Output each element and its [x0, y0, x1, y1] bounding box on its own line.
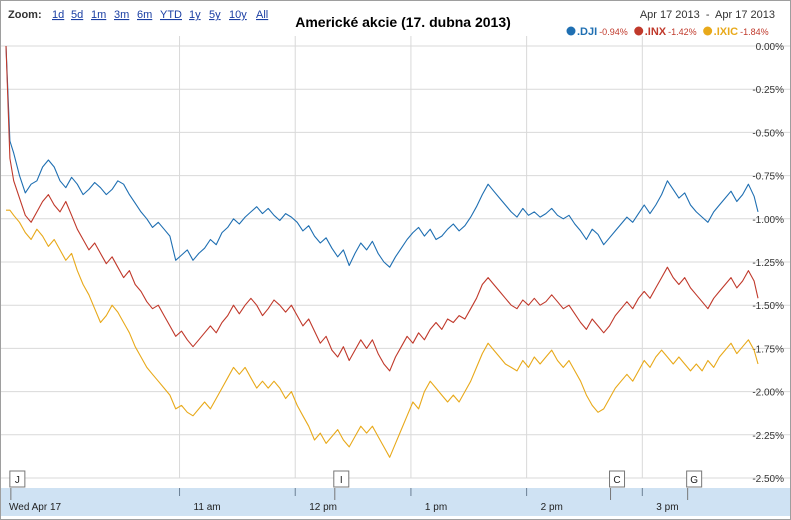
chart-title: Americké akcie (17. dubna 2013)	[295, 14, 511, 30]
zoom-option-5d[interactable]: 5d	[71, 9, 83, 21]
zoom-option-1m[interactable]: 1m	[91, 9, 106, 21]
legend-series-name: .DJI	[577, 26, 597, 38]
x-tick-label: 12 pm	[309, 502, 337, 513]
x-axis-bar	[1, 488, 790, 516]
y-tick-label: -2.50%	[752, 474, 784, 485]
zoom-option-all[interactable]: All	[256, 9, 268, 21]
series-line-inx	[5, 45, 759, 372]
y-axis: 0.00% -0.25% -0.50% -0.75% -1.00% -1.25% -1.50…	[752, 42, 784, 485]
legend-series-name: .INX	[645, 26, 667, 38]
event-flag-c[interactable]: C	[609, 470, 626, 500]
y-tick-label: -1.50%	[752, 301, 784, 312]
zoom-option-1y[interactable]: 1y	[189, 9, 201, 21]
zoom-option-1d[interactable]: 1d	[52, 9, 64, 21]
y-tick-label: -0.50%	[752, 128, 784, 139]
event-flag-j[interactable]: J	[9, 470, 26, 500]
series-line-ixic	[6, 209, 759, 458]
event-flag-label: C	[613, 475, 620, 486]
event-flag-g[interactable]: G	[686, 470, 703, 500]
y-tick-label: 0.00%	[756, 42, 784, 53]
y-tick-label: -0.25%	[752, 85, 784, 96]
event-flag-box	[9, 470, 26, 488]
legend-marker	[634, 26, 644, 36]
date-range: Apr 17 2013 - Apr 17 2013	[640, 9, 775, 21]
legend-item-dji[interactable]: .DJI -0.94%	[566, 26, 628, 38]
event-flag-i[interactable]: I	[333, 470, 350, 500]
y-tick-label: -1.75%	[752, 344, 784, 355]
y-tick-label: -2.25%	[752, 431, 784, 442]
legend-series-change: -1.84%	[740, 27, 769, 37]
zoom-option-6m[interactable]: 6m	[137, 9, 152, 21]
y-tick-label: -1.25%	[752, 258, 784, 269]
legend-item-inx[interactable]: .INX -1.42%	[634, 26, 697, 38]
event-flag-box	[686, 470, 703, 488]
series-line-dji	[5, 45, 759, 268]
x-tick-label: 3 pm	[656, 502, 678, 513]
x-tick-label: 1 pm	[425, 502, 447, 513]
zoom-option-3m[interactable]: 3m	[114, 9, 129, 21]
zoom-toolbar: Zoom: 1d 5d 1m 3m 6m YTD 1y 5y 10y All	[8, 9, 268, 21]
legend-series-change: -1.42%	[668, 27, 697, 37]
legend-marker	[703, 26, 713, 36]
legend-series-change: -0.94%	[599, 27, 628, 37]
zoom-option-5y[interactable]: 5y	[209, 9, 221, 21]
y-tick-label: -0.75%	[752, 172, 784, 183]
y-tick-label: -1.00%	[752, 215, 784, 226]
x-tick-label: 2 pm	[541, 502, 563, 513]
legend-series-name: .IXIC	[714, 26, 739, 38]
event-flag-label: I	[340, 475, 343, 486]
zoom-label: Zoom:	[8, 9, 42, 21]
event-flag-label: G	[690, 475, 698, 486]
x-axis: Wed Apr 17 11 am 12 pm 1 pm 2 pm 3 pm	[1, 488, 790, 516]
event-flag-label: J	[15, 475, 20, 486]
legend-item-ixic[interactable]: .IXIC -1.84%	[703, 26, 769, 38]
event-flag-box	[333, 470, 350, 488]
x-tick-label: Wed Apr 17	[9, 502, 62, 513]
plot-area	[5, 45, 759, 458]
x-tick-label: 11 am	[194, 502, 221, 513]
zoom-option-10y[interactable]: 10y	[229, 9, 247, 21]
legend: .DJI -0.94% .INX -1.42% .IXIC -1.84%	[566, 26, 769, 38]
legend-marker	[566, 26, 576, 36]
y-tick-label: -2.00%	[752, 388, 784, 399]
zoom-option-ytd[interactable]: YTD	[160, 9, 182, 21]
event-flag-box	[609, 470, 626, 488]
